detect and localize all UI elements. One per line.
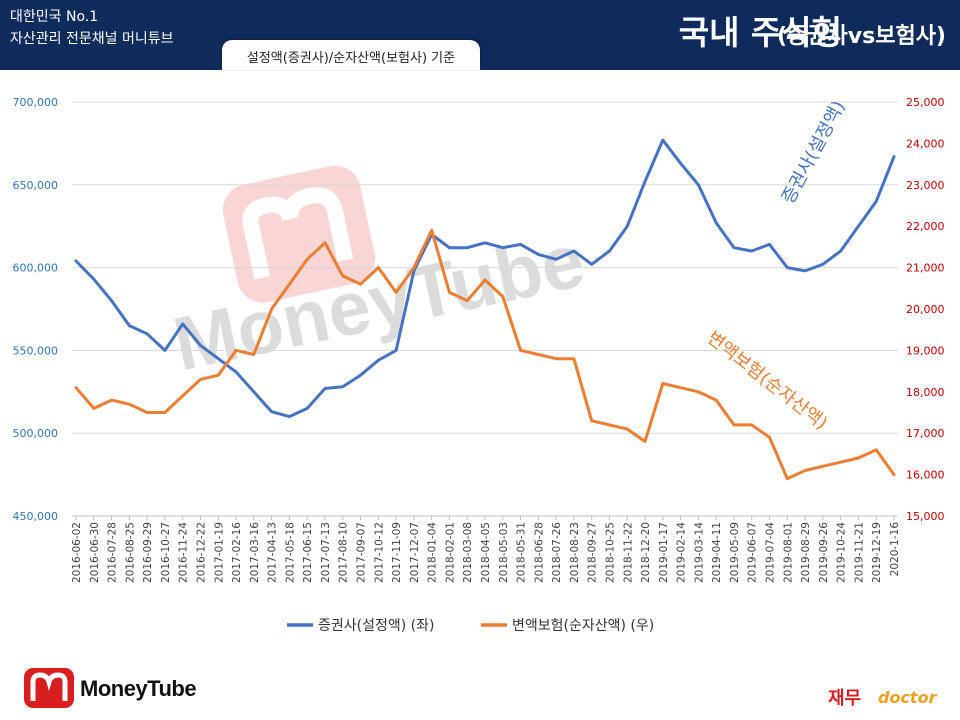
right-tick-label: 25,000 xyxy=(906,96,945,109)
right-tick-label: 18,000 xyxy=(906,386,945,399)
x-axis: 2016-06-02 2016-06-30 2016-07-28 2016-08-25… xyxy=(71,515,901,583)
x-tick-label: 2017-05-18 xyxy=(284,522,296,583)
watermark-m-icon xyxy=(242,187,354,280)
left-tick-label: 650,000 xyxy=(13,179,59,192)
right-tick-label: 24,000 xyxy=(906,137,945,150)
x-tick-label: 2019-04-11 xyxy=(711,522,723,583)
x-tick-label: 2018-04-05 xyxy=(480,522,492,583)
x-tick-label: 2017-06-15 xyxy=(302,522,314,583)
right-tick-label: 23,000 xyxy=(906,179,945,192)
left-tick-label: 550,000 xyxy=(13,344,59,357)
page-subtitle: (증권사vs보험사) xyxy=(777,24,946,49)
x-tick-label: 2017-08-10 xyxy=(338,522,350,583)
x-tick-label: 2019-08-29 xyxy=(800,522,812,583)
x-tick-label: 2017-04-13 xyxy=(267,522,279,583)
x-tick-label: 2019-12-19 xyxy=(871,522,883,583)
x-tick-label: 2016-06-02 xyxy=(71,522,83,583)
x-tick-label: 2019-11-21 xyxy=(853,522,865,583)
x-tick-label: 2018-09-27 xyxy=(587,522,599,583)
left-tick-label: 450,000 xyxy=(13,510,59,523)
x-tick-label: 2018-07-26 xyxy=(551,522,563,583)
securities-annotation: 증권사(설정액) xyxy=(778,97,850,207)
right-tick-label: 15,000 xyxy=(906,510,945,523)
left-tick-label: 600,000 xyxy=(13,262,59,275)
legend-label-insurance: 변액보험(순자산액) (우) xyxy=(512,618,654,634)
x-tick-label: 2018-11-22 xyxy=(622,522,634,583)
brand-channel-name: 자산관리 전문채널 머니튜브 xyxy=(10,31,174,47)
right-tick-label: 21,000 xyxy=(906,262,945,275)
right-axis: 15,000 16,000 17,000 18,000 19,000 20,000 21,0… xyxy=(906,96,945,523)
basis-tab: 설정액(증권사)/순자산액(보험사) 기준 xyxy=(222,40,480,70)
x-tick-label: 2019-10-24 xyxy=(836,522,848,583)
x-tick-label: 2018-05-03 xyxy=(498,522,510,583)
x-tick-label: 2017-11-09 xyxy=(391,522,403,583)
x-tick-label: 2018-08-23 xyxy=(569,522,581,583)
x-tick-label: 2017-07-13 xyxy=(320,522,332,583)
x-tick-label: 2019-02-14 xyxy=(676,522,688,583)
right-tick-label: 16,000 xyxy=(906,469,945,482)
x-tick-label: 2016-09-29 xyxy=(142,522,154,583)
x-tick-label: 2017-01-19 xyxy=(213,522,225,583)
basis-label: 설정액(증권사)/순자산액(보험사) 기준 xyxy=(246,51,456,66)
x-tick-label: 2018-10-25 xyxy=(604,522,616,583)
x-tick-label: 2017-10-12 xyxy=(373,522,385,583)
series-lines xyxy=(74,138,896,481)
x-tick-label: 2018-06-28 xyxy=(533,522,545,583)
x-tick-label: 2017-09-07 xyxy=(356,522,368,583)
insurance-line xyxy=(74,228,896,481)
x-tick-label: 2020-1-16 xyxy=(889,522,901,577)
x-tick-label: 2019-05-09 xyxy=(729,522,741,583)
x-tick-label: 2018-03-08 xyxy=(462,522,474,583)
x-tick-label: 2016-07-28 xyxy=(107,522,119,583)
x-tick-label: 2019-09-26 xyxy=(818,522,830,583)
jaemu-logo-text: 재무 xyxy=(828,688,862,709)
x-tick-label: 2018-02-01 xyxy=(444,522,456,583)
insurance-annotation: 변액보험(순자산액) xyxy=(703,327,831,434)
securities-line xyxy=(74,138,896,419)
x-tick-label: 2016-12-22 xyxy=(195,522,207,583)
x-tick-label: 2018-12-20 xyxy=(640,522,652,583)
right-tick-label: 22,000 xyxy=(906,220,945,233)
x-tick-label: 2017-02-16 xyxy=(231,522,243,583)
moneytube-logo-icon xyxy=(24,668,74,708)
left-tick-label: 700,000 xyxy=(13,96,59,109)
x-tick-label: 2017-12-07 xyxy=(409,522,421,583)
x-tick-label: 2019-07-04 xyxy=(765,522,777,583)
left-tick-label: 500,000 xyxy=(13,427,59,440)
x-tick-label: 2019-01-17 xyxy=(658,522,670,583)
x-tick-label: 2019-08-01 xyxy=(782,522,794,583)
header-bar: 대한민국 No.1 자산관리 전문채널 머니튜브 국내 주식형 (증권사vs보험… xyxy=(0,0,960,70)
page-title: 국내 주식형 xyxy=(678,13,842,52)
x-tick-label: 2019-06-07 xyxy=(747,522,759,583)
x-tick-label: 2016-11-24 xyxy=(178,522,190,583)
x-tick-label: 2016-10-27 xyxy=(160,522,172,583)
x-tick-label: 2017-03-16 xyxy=(249,522,261,583)
chart-legend: 증권사(설정액) (좌) 변액보험(순자산액) (우) xyxy=(287,618,654,634)
x-tick-label: 2016-06-30 xyxy=(89,522,101,583)
x-tick-label: 2019-03-14 xyxy=(693,522,705,583)
brand-tagline: 대한민국 No.1 xyxy=(10,9,99,25)
right-tick-label: 17,000 xyxy=(906,427,945,440)
x-tick-label: 2016-08-25 xyxy=(124,522,136,583)
x-tick-label: 2018-01-04 xyxy=(427,522,439,583)
right-tick-label: 20,000 xyxy=(906,303,945,316)
footer-brand-text: MoneyTube xyxy=(80,676,197,701)
doctor-logo-text: doctor xyxy=(878,688,937,707)
left-axis: 450,000 500,000 550,000 600,000 650,000 700,0… xyxy=(13,96,59,523)
right-tick-label: 19,000 xyxy=(906,344,945,357)
legend-label-securities: 증권사(설정액) (좌) xyxy=(318,618,434,634)
x-tick-label: 2018-05-31 xyxy=(516,522,528,583)
